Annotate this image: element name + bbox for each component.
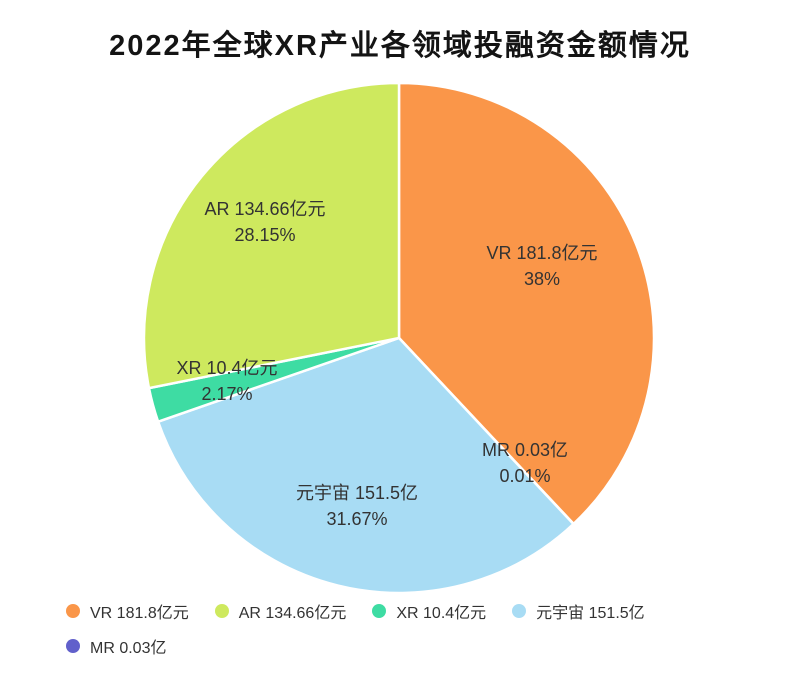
legend-label: AR 134.66亿元 bbox=[238, 605, 347, 622]
legend-dot bbox=[66, 639, 80, 653]
legend-label: XR 10.4亿元 bbox=[396, 605, 487, 622]
legend-label: MR 0.03亿 bbox=[90, 640, 167, 657]
legend-item-xr[interactable]: XR 10.4亿元 bbox=[372, 600, 486, 622]
legend-item-vr[interactable]: VR 181.8亿元 bbox=[66, 600, 189, 622]
legend-dot bbox=[372, 604, 387, 618]
pie-slice-vr[interactable] bbox=[397, 81, 656, 526]
legend-dot bbox=[214, 604, 229, 618]
legend-item-mr[interactable]: MR 0.03亿 bbox=[66, 635, 166, 657]
pie-slice-ar[interactable] bbox=[142, 81, 401, 390]
legend-item-ar[interactable]: AR 134.66亿元 bbox=[214, 600, 347, 622]
legend-label: 元宇宙 151.5亿 bbox=[536, 605, 645, 622]
legend-dot bbox=[66, 604, 80, 618]
legend: VR 181.8亿元 AR 134.66亿元 XR 10.4亿元 元宇宙 151… bbox=[66, 600, 756, 657]
legend-dot bbox=[512, 604, 527, 618]
legend-label: VR 181.8亿元 bbox=[90, 605, 189, 622]
chart-title: 2022年全球XR产业各领域投融资金额情况 bbox=[109, 30, 691, 62]
pie-slice-metaverse[interactable] bbox=[156, 336, 575, 595]
legend-item-metaverse[interactable]: 元宇宙 151.5亿 bbox=[512, 600, 645, 622]
